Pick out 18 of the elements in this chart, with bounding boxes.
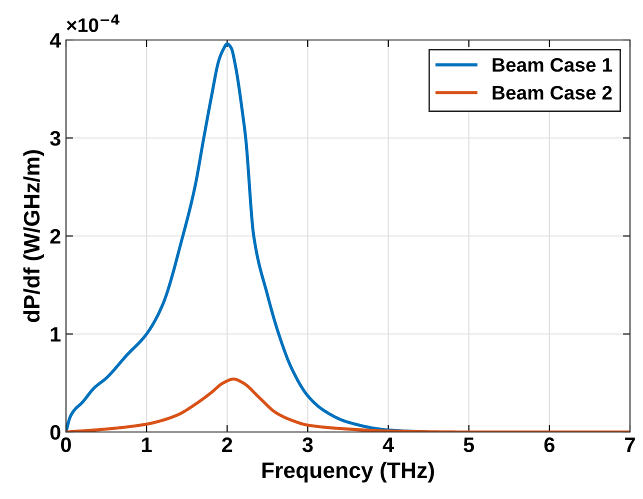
y-tick-label: 1	[50, 327, 61, 342]
x-tick-label: 0	[61, 437, 71, 452]
y-tick-label: 4	[50, 33, 62, 48]
x-tick-label: 3	[302, 437, 313, 452]
x-tick-label: 5	[464, 438, 474, 452]
x-tick-label: 1	[142, 438, 152, 452]
text: ×10$^{−4}$	[66, 14, 120, 32]
y-axis-title: dP/df (W/GHz/m)	[23, 150, 44, 322]
y-tick-label: 2	[50, 229, 60, 244]
x-axis-title: Frequency (THz)	[262, 462, 434, 483]
legend-label: Beam Case 1	[492, 58, 612, 72]
y-tick-label: 3	[50, 131, 60, 146]
x-tick-label: 6	[544, 437, 554, 452]
y-tick-label: 0	[50, 425, 60, 440]
x-tick-label: 7	[625, 438, 635, 452]
legend-label: Beam Case 2	[492, 86, 612, 100]
x-tick-label: 2	[222, 437, 232, 452]
x-tick-label: 4	[382, 438, 394, 452]
